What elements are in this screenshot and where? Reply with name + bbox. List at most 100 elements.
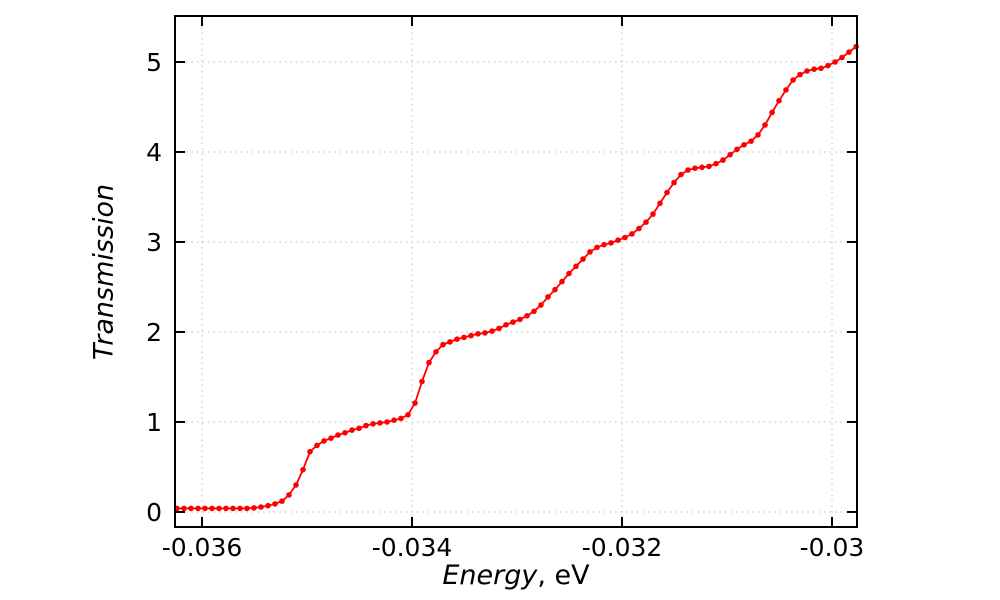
data-point-marker xyxy=(594,244,600,251)
data-point-marker xyxy=(776,97,782,104)
data-point-marker xyxy=(384,419,390,425)
data-point-marker xyxy=(286,492,292,498)
y-tick-label: 5 xyxy=(146,48,162,77)
data-point-marker xyxy=(363,422,369,429)
data-point-marker xyxy=(370,421,376,427)
data-point-marker xyxy=(552,286,558,293)
data-point-marker xyxy=(307,448,313,455)
data-point-marker xyxy=(258,504,264,510)
data-point-marker xyxy=(419,378,425,385)
data-point-marker xyxy=(244,505,250,512)
data-point-marker xyxy=(412,400,418,406)
data-point-marker xyxy=(321,438,327,444)
data-point-marker xyxy=(461,334,467,341)
data-point-marker xyxy=(447,339,453,345)
data-point-marker xyxy=(524,313,530,319)
data-point-marker xyxy=(832,59,838,65)
data-point-marker xyxy=(685,167,691,173)
data-point-marker xyxy=(783,87,789,93)
data-point-marker xyxy=(503,322,509,328)
data-point-marker xyxy=(671,179,677,186)
data-point-marker xyxy=(615,237,621,243)
data-point-marker xyxy=(293,482,299,488)
x-axis-title: Energy, eV xyxy=(175,560,857,591)
data-point-marker xyxy=(349,427,355,433)
data-point-marker xyxy=(517,316,523,323)
data-point-marker xyxy=(272,501,278,507)
data-point-marker xyxy=(608,240,614,246)
data-point-marker xyxy=(657,200,663,207)
x-axis-title-word: Energy xyxy=(442,560,538,591)
data-point-marker xyxy=(727,151,733,158)
data-point-marker xyxy=(692,165,698,171)
data-point-marker xyxy=(531,308,537,315)
data-point-marker xyxy=(580,256,586,262)
data-point-marker xyxy=(335,432,341,438)
data-point-marker xyxy=(489,328,495,334)
data-point-marker xyxy=(300,466,306,473)
data-point-marker xyxy=(188,505,194,512)
data-point-marker xyxy=(237,505,243,512)
data-point-marker xyxy=(622,234,628,241)
data-point-marker xyxy=(468,332,474,339)
data-point-marker xyxy=(566,270,572,277)
data-point-marker xyxy=(818,65,824,72)
data-point-marker xyxy=(636,225,642,232)
data-point-marker xyxy=(538,302,544,308)
data-point-marker xyxy=(699,164,705,171)
data-point-marker xyxy=(265,502,271,509)
x-tick-label: -0.036 xyxy=(162,533,243,562)
data-point-marker xyxy=(587,249,593,255)
data-point-marker xyxy=(713,160,719,167)
data-point-marker xyxy=(678,171,684,178)
data-point-marker xyxy=(356,425,362,432)
data-point-marker xyxy=(706,163,712,170)
data-point-marker xyxy=(839,54,845,61)
x-tick-label: -0.032 xyxy=(582,533,663,562)
y-tick-label: 3 xyxy=(146,228,162,257)
data-point-marker xyxy=(342,430,348,436)
x-tick-label: -0.03 xyxy=(800,533,865,562)
y-tick-label: 0 xyxy=(146,498,162,527)
data-point-marker xyxy=(391,417,397,424)
data-point-marker xyxy=(251,505,257,511)
data-point-marker xyxy=(195,505,201,512)
data-point-marker xyxy=(377,420,383,426)
data-point-marker xyxy=(720,157,726,163)
data-point-marker xyxy=(426,359,432,366)
data-point-marker xyxy=(398,415,404,422)
data-point-marker xyxy=(545,294,551,300)
data-point-marker xyxy=(601,241,607,248)
data-point-marker xyxy=(181,505,187,512)
data-point-marker xyxy=(846,49,852,55)
data-point-marker xyxy=(825,62,831,69)
data-point-marker xyxy=(734,146,740,153)
data-point-marker xyxy=(314,442,320,449)
data-point-marker xyxy=(629,231,635,237)
data-point-marker xyxy=(209,505,215,512)
data-point-marker xyxy=(482,330,488,336)
data-point-marker xyxy=(230,505,236,512)
x-tick-label: -0.034 xyxy=(372,533,453,562)
data-point-marker xyxy=(755,132,761,138)
y-tick-label: 4 xyxy=(146,138,162,167)
data-point-marker xyxy=(405,412,411,418)
data-point-marker xyxy=(804,68,810,74)
data-point-marker xyxy=(433,349,439,355)
data-point-marker xyxy=(559,278,565,285)
data-point-marker xyxy=(496,325,502,332)
data-point-marker xyxy=(216,505,222,512)
data-point-marker xyxy=(510,319,516,325)
data-point-marker xyxy=(811,66,817,72)
data-point-marker xyxy=(454,336,460,343)
data-point-marker xyxy=(664,189,670,196)
data-point-marker xyxy=(328,435,334,442)
y-tick-label: 2 xyxy=(146,318,162,347)
data-point-marker xyxy=(797,71,803,78)
data-point-marker xyxy=(790,77,796,83)
data-point-marker xyxy=(223,505,229,512)
data-point-marker xyxy=(279,498,285,505)
transmission-curve xyxy=(177,45,857,510)
data-point-marker xyxy=(741,142,747,148)
